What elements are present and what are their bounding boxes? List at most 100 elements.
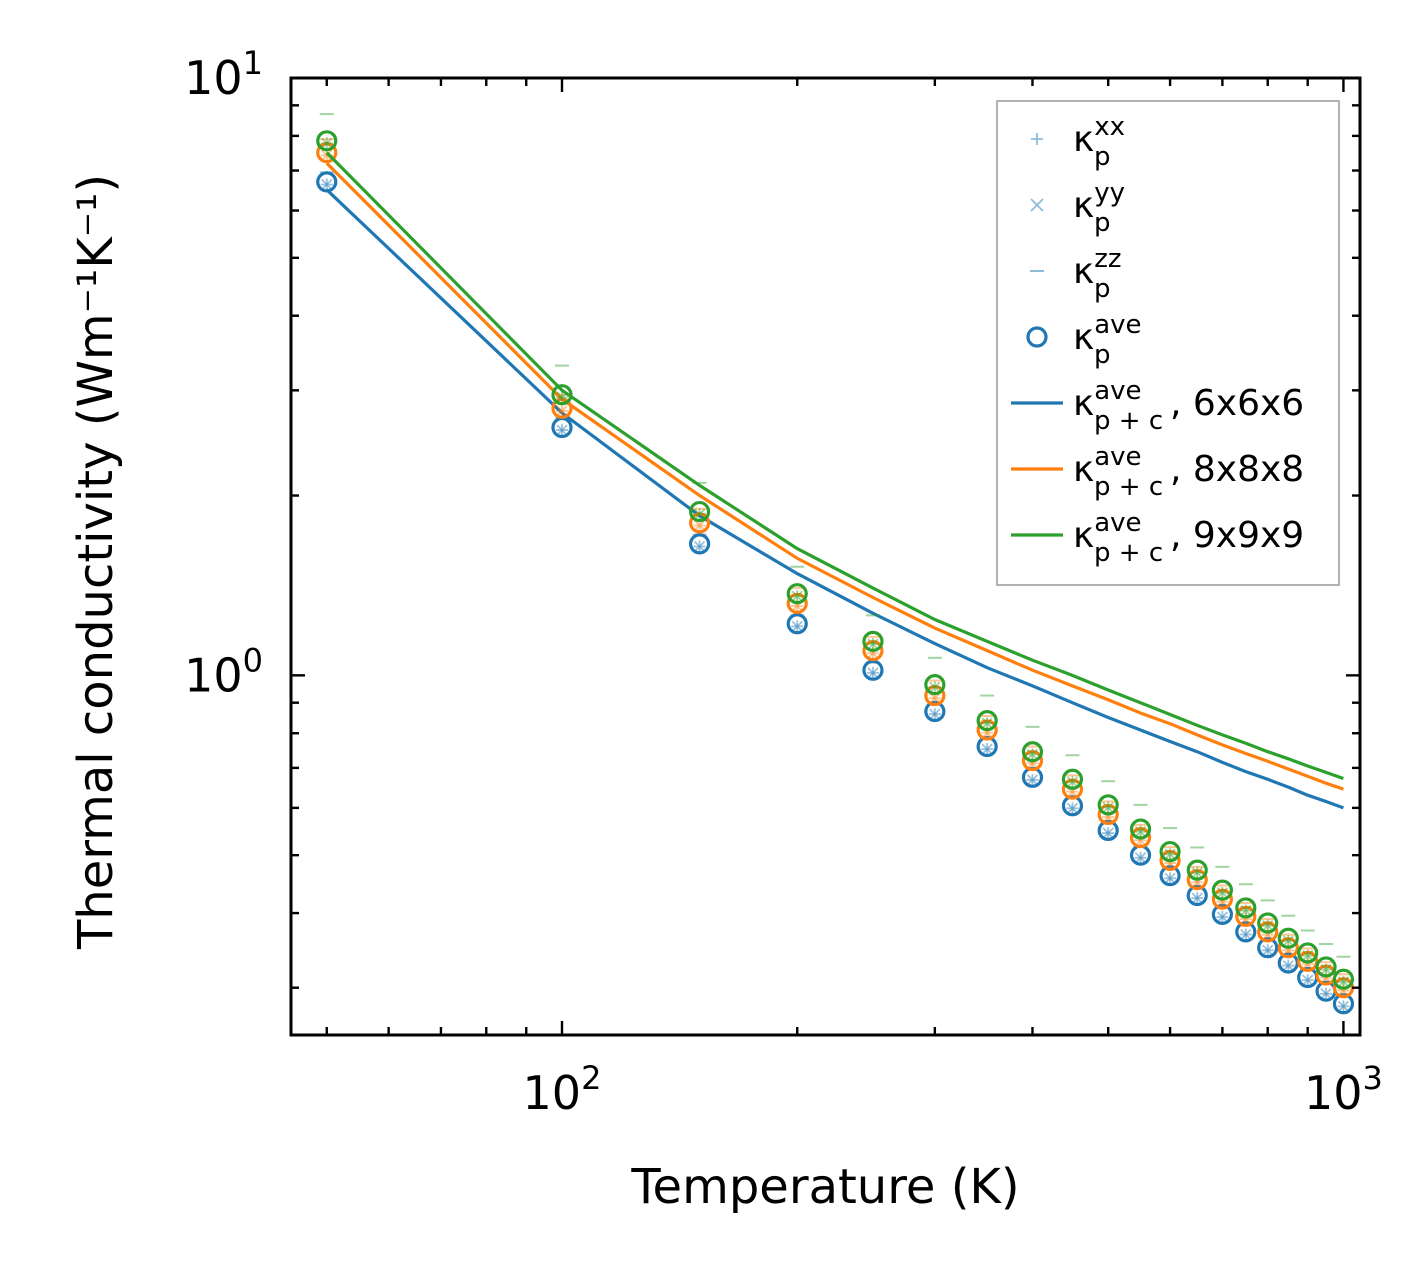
marker-kappa-ave-8x8x8 [976, 719, 998, 741]
legend-sub: p [1094, 340, 1111, 370]
marker-kappa-yy-6x6x6 [1282, 959, 1294, 972]
legend-sub: p + c [1094, 538, 1163, 568]
legend-marker-cross [1030, 198, 1044, 212]
marker-kappa-ave-6x6x6 [1211, 903, 1233, 925]
marker-kappa-yy-6x6x6 [1134, 852, 1147, 864]
marker-kappa-xx-8x8x8 [1320, 971, 1333, 984]
legend-entry: κave p + c, 9x9x9 [1011, 508, 1304, 568]
marker-kappa-yy-9x9x9 [1240, 904, 1252, 917]
legend-sup: ave [1094, 508, 1141, 538]
marker-kappa-yy-9x9x9 [1134, 826, 1147, 838]
marker-kappa-ave-9x9x9 [924, 673, 946, 696]
marker-kappa-xx-9x9x9 [1164, 848, 1177, 861]
marker-kappa-xx-6x6x6 [1301, 974, 1314, 987]
marker-kappa-ave-6x6x6 [1235, 921, 1257, 943]
legend-entry: κave p + c, 8x8x8 [1011, 442, 1304, 502]
marker-kappa-xx-9x9x9 [1282, 934, 1295, 947]
marker-kappa-xx-6x6x6 [1261, 944, 1274, 957]
legend-kappa: κ [1073, 185, 1094, 226]
legend-sup: ave [1094, 376, 1141, 406]
marker-kappa-yy-9x9x9 [1191, 867, 1203, 879]
marker-kappa-ave-8x8x8 [1129, 827, 1152, 849]
marker-kappa-ave-6x6x6 [924, 700, 946, 723]
marker-kappa-ave-8x8x8 [786, 592, 808, 614]
marker-kappa-yy-6x6x6 [1026, 774, 1039, 786]
marker-kappa-ave-9x9x9 [1129, 818, 1152, 840]
marker-kappa-yy-6x6x6 [1216, 911, 1229, 923]
x-tick-label: 102 [523, 1059, 602, 1120]
legend-entry: κxx p [1031, 112, 1125, 172]
marker-kappa-ave-9x9x9 [1315, 956, 1337, 978]
marker-kappa-yy-9x9x9 [1164, 848, 1176, 860]
marker-kappa-yy-8x8x8 [556, 405, 568, 417]
marker-kappa-yy-6x6x6 [867, 667, 879, 679]
marker-kappa-xx-8x8x8 [1239, 912, 1252, 925]
axes-frame [289, 76, 1362, 1037]
marker-kappa-ave-8x8x8 [1021, 749, 1044, 772]
marker-kappa-ave-8x8x8 [862, 640, 884, 662]
plot-area [316, 113, 1355, 1015]
marker-kappa-xx-8x8x8 [1134, 834, 1147, 847]
legend-kappa: κ [1073, 449, 1094, 490]
marker-kappa-ave-8x8x8 [551, 397, 573, 419]
marker-kappa-xx-9x9x9 [791, 590, 804, 603]
marker-kappa-xx-6x6x6 [1239, 928, 1252, 941]
marker-kappa-yy-9x9x9 [867, 638, 879, 650]
marker-kappa-yy-6x6x6 [1262, 944, 1274, 956]
marker-kappa-ave-9x9x9 [976, 709, 998, 732]
legend-entry: κave p + c, 6x6x6 [1011, 376, 1304, 436]
marker-kappa-xx-6x6x6 [320, 178, 333, 191]
marker-kappa-ave-6x6x6 [1332, 993, 1355, 1015]
marker-kappa-yy-9x9x9 [1102, 801, 1114, 814]
marker-kappa-xx-6x6x6 [1191, 892, 1204, 905]
marker-kappa-xx-9x9x9 [320, 137, 333, 150]
marker-kappa-xx-9x9x9 [1191, 866, 1204, 879]
marker-kappa-ave-9x9x9 [786, 583, 808, 605]
marker-kappa-yy-9x9x9 [1216, 887, 1229, 899]
legend-sub: p + c [1094, 472, 1163, 502]
marker-kappa-ave-9x9x9 [1235, 897, 1257, 919]
marker-kappa-ave-9x9x9 [1277, 927, 1299, 949]
x-tick-base: 10 [1304, 1066, 1363, 1120]
legend-entry: κzz p [1030, 244, 1122, 304]
line-kappa-pc-6x6x6 [325, 188, 1344, 810]
marker-kappa-ave-9x9x9 [1332, 968, 1355, 990]
marker-kappa-ave-8x8x8 [1257, 921, 1279, 943]
x-tick-base: 10 [523, 1066, 582, 1120]
marker-kappa-yy-9x9x9 [556, 391, 568, 403]
marker-kappa-ave-8x8x8 [1097, 803, 1119, 826]
x-axis-label: Temperature (K) [630, 1159, 1019, 1215]
marker-kappa-ave-6x6x6 [1257, 937, 1279, 959]
marker-kappa-ave-9x9x9 [1097, 794, 1119, 816]
marker-kappa-xx-9x9x9 [1320, 963, 1333, 976]
marker-kappa-xx-9x9x9 [1337, 975, 1350, 988]
marker-kappa-ave-6x6x6 [1097, 819, 1119, 842]
line-kappa-pc-9x9x9 [325, 151, 1344, 781]
y-tick-label: 100 [184, 641, 263, 702]
marker-kappa-ave-9x9x9 [1186, 859, 1208, 881]
marker-kappa-yy-6x6x6 [1337, 1000, 1350, 1012]
marker-kappa-xx-6x6x6 [1320, 987, 1333, 1000]
marker-kappa-ave-9x9x9 [316, 130, 338, 152]
legend-label: κzz p [1073, 244, 1122, 304]
legend-label: κxx p [1073, 112, 1125, 172]
marker-kappa-xx-9x9x9 [1066, 775, 1079, 788]
y-tick-exp: 0 [243, 641, 263, 679]
marker-kappa-ave-9x9x9 [689, 500, 711, 523]
legend-marker-circle [1026, 326, 1048, 348]
x-tick-exp: 3 [1363, 1059, 1383, 1097]
legend-kappa: κ [1073, 383, 1094, 424]
legend-sup: zz [1094, 244, 1121, 274]
x-tick-exp: 2 [581, 1059, 601, 1097]
legend-suffix: , 8x8x8 [1170, 449, 1304, 490]
marker-kappa-xx-8x8x8 [1301, 958, 1314, 971]
marker-kappa-ave-6x6x6 [316, 171, 338, 193]
marker-kappa-ave-9x9x9 [1159, 840, 1181, 863]
marker-kappa-ave-8x8x8 [1297, 950, 1319, 973]
marker-kappa-xx-9x9x9 [1026, 748, 1039, 761]
marker-kappa-ave-9x9x9 [551, 384, 573, 406]
marker-kappa-xx-6x6x6 [1134, 851, 1147, 864]
legend-marker-plus [1031, 133, 1043, 145]
marker-kappa-ave-8x8x8 [1186, 869, 1208, 891]
